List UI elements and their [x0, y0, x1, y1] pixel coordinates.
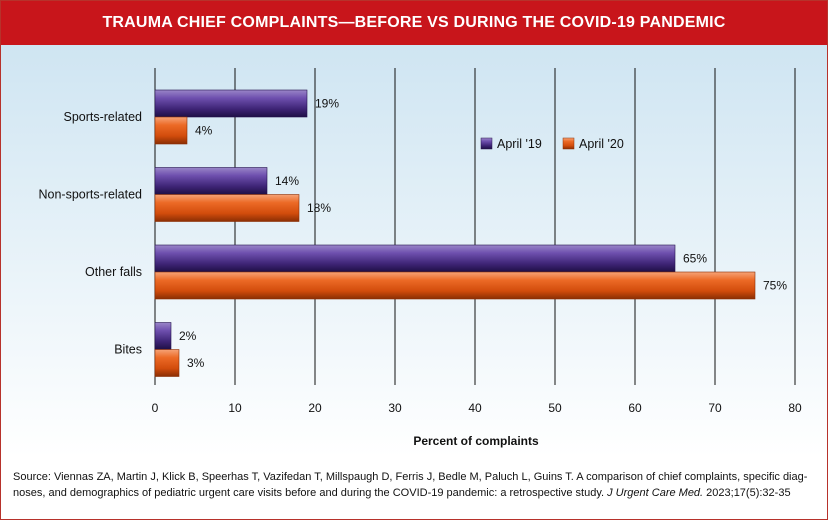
chart-title-bar: TRAUMA CHIEF COMPLAINTS—BEFORE VS DURING…: [1, 1, 827, 45]
category-label-bites: Bites: [114, 343, 142, 357]
legend-label-april-19: April '19: [497, 137, 542, 151]
legend-swatch-april-20: [562, 137, 575, 150]
x-tick-label: 20: [308, 401, 322, 415]
legend-swatch-april-19: [480, 137, 493, 150]
category-label-other-falls: Other falls: [85, 265, 142, 279]
bar-sports-related-april-19: [154, 89, 308, 118]
x-axis-title: Percent of complaints: [413, 434, 539, 448]
data-label-non-sports-related-april-19: 14%: [275, 174, 299, 188]
legend: April '19 April '20: [480, 137, 624, 151]
bar-other-falls-april-19: [154, 244, 676, 273]
data-label-sports-related-april-20: 4%: [195, 124, 213, 138]
data-label-non-sports-related-april-20: 18%: [307, 201, 331, 215]
data-label-sports-related-april-19: 19%: [315, 97, 339, 111]
x-tick-label: 10: [228, 401, 242, 415]
data-label-other-falls-april-19: 65%: [683, 252, 707, 266]
bar-bites-april-20: [154, 349, 180, 377]
source-text: Source: Viennas ZA, Martin J, Klick B, S…: [13, 471, 808, 499]
legend-label-april-20: April '20: [579, 137, 624, 151]
bar-non-sports-related-april-19: [154, 167, 268, 195]
x-tick-label: 70: [708, 401, 722, 415]
x-tick-label: 0: [152, 401, 159, 415]
category-label-sports-related: Sports-related: [63, 110, 142, 124]
bar-chart: 19% 4% 14% 18% 65% 75% 2% 3% Sports-related Non-…: [38, 68, 802, 448]
citation-details: 2023;17(5):32-35: [703, 487, 791, 499]
category-labels: Sports-related Non-sports-related Other fa…: [38, 110, 142, 357]
x-tick-label: 30: [388, 401, 402, 415]
bar-sports-related-april-20: [154, 116, 188, 145]
x-tick-label: 60: [628, 401, 642, 415]
x-tick-label: 40: [468, 401, 482, 415]
data-label-bites-april-19: 2%: [179, 329, 197, 343]
bar-other-falls-april-20: [154, 271, 756, 300]
x-tick-label: 50: [548, 401, 562, 415]
gridlines: [154, 68, 796, 385]
bar-bites-april-19: [154, 322, 172, 350]
x-tick-label: 80: [788, 401, 802, 415]
data-label-other-falls-april-20: 75%: [763, 279, 787, 293]
plot-area: 19% 4% 14% 18% 65% 75% 2% 3% Sports-related Non-…: [1, 45, 827, 457]
source-citation: Source: Viennas ZA, Martin J, Klick B, S…: [13, 469, 821, 501]
x-tick-labels: 0 10 20 30 40 50 60 70 80: [152, 401, 802, 415]
chart-title: TRAUMA CHIEF COMPLAINTS—BEFORE VS DURING…: [102, 14, 726, 31]
bar-non-sports-related-april-20: [154, 194, 300, 222]
bars: 19% 4% 14% 18% 65% 75% 2% 3%: [154, 89, 787, 377]
data-label-bites-april-20: 3%: [187, 356, 205, 370]
journal-name: J Urgent Care Med.: [607, 487, 704, 499]
category-label-non-sports-related: Non-sports-related: [38, 188, 142, 202]
